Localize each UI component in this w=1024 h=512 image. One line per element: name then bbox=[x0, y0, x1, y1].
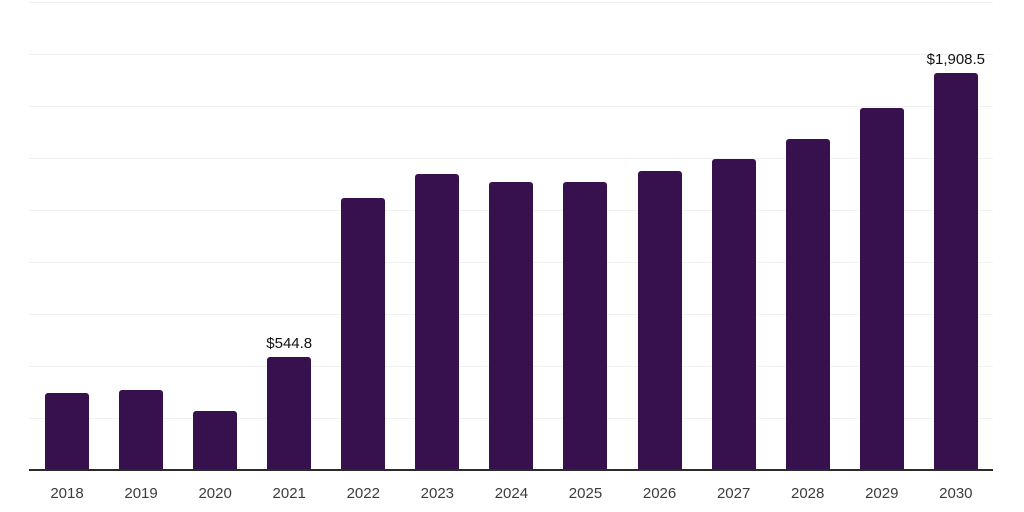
bar-2025 bbox=[563, 181, 608, 470]
bar-2026 bbox=[637, 171, 682, 470]
x-tick-label-2022: 2022 bbox=[346, 485, 380, 502]
bar-2024 bbox=[489, 181, 534, 470]
x-tick-label-2028: 2028 bbox=[791, 485, 825, 502]
x-tick-label-2024: 2024 bbox=[494, 485, 529, 502]
bar-2020 bbox=[193, 410, 238, 470]
bar-value-label-2021: $544.8 bbox=[266, 334, 313, 352]
x-tick-label-2026: 2026 bbox=[642, 485, 677, 502]
bar-2019 bbox=[119, 389, 164, 470]
bar-value-label-2030: $1,908.5 bbox=[926, 50, 986, 68]
y-gridline bbox=[29, 1, 993, 3]
bar-2022 bbox=[341, 198, 386, 470]
x-tick-label-2029: 2029 bbox=[865, 485, 899, 502]
x-tick-label-2027: 2027 bbox=[716, 485, 751, 502]
bar-2023 bbox=[415, 174, 460, 470]
x-tick-label-2021: 2021 bbox=[272, 485, 306, 502]
x-tick-label-2018: 2018 bbox=[50, 485, 84, 502]
bar-2027 bbox=[711, 158, 756, 470]
x-tick-label-2030: 2030 bbox=[939, 485, 973, 502]
x-tick-label-2023: 2023 bbox=[420, 485, 455, 502]
x-tick-label-2020: 2020 bbox=[198, 485, 232, 502]
bar-2018 bbox=[45, 392, 89, 470]
bar-2021 bbox=[267, 356, 312, 470]
x-tick-label-2019: 2019 bbox=[124, 485, 158, 502]
x-tick-label-2025: 2025 bbox=[568, 485, 603, 502]
bar-2030 bbox=[933, 72, 978, 470]
y-gridline bbox=[29, 105, 993, 107]
bar-2029 bbox=[859, 107, 904, 470]
bar-2028 bbox=[785, 138, 830, 470]
x-axis-line bbox=[29, 469, 993, 471]
y-gridline bbox=[29, 53, 993, 55]
y-gridline bbox=[29, 157, 993, 159]
